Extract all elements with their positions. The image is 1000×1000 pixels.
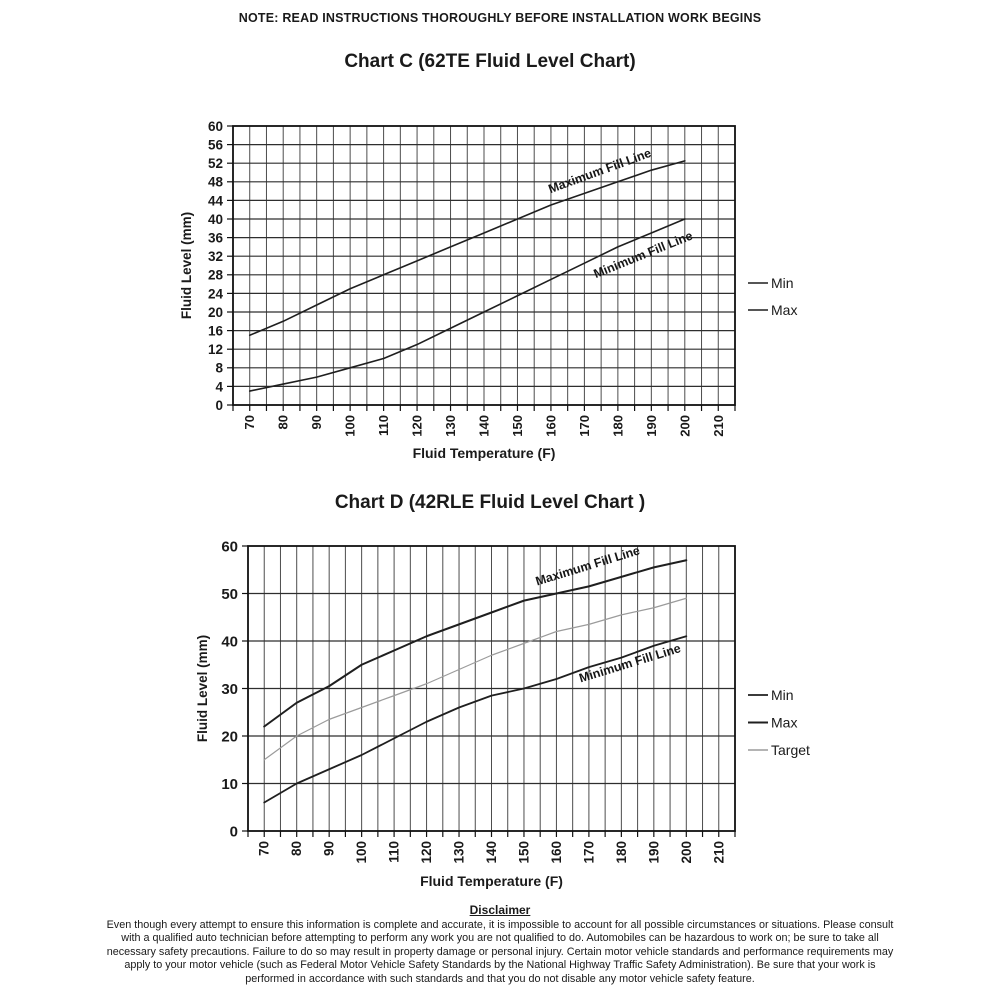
x-tick-label: 190 — [644, 415, 659, 437]
y-axis-title: Fluid Level (mm) — [195, 635, 210, 742]
x-tick-label: 90 — [322, 841, 337, 856]
y-tick-label: 44 — [208, 193, 224, 208]
x-tick-label: 150 — [510, 415, 525, 437]
x-tick-label: 140 — [477, 415, 492, 437]
y-tick-label: 0 — [230, 823, 238, 840]
x-tick-label: 140 — [484, 841, 499, 864]
y-axis-title: Fluid Level (mm) — [179, 212, 194, 319]
x-tick-label: 100 — [354, 841, 369, 864]
disclaimer-section: Disclaimer Even though every attempt to … — [0, 903, 1000, 986]
y-tick-label: 32 — [208, 249, 223, 264]
x-tick-label: 130 — [443, 415, 458, 437]
x-tick-label: 180 — [614, 841, 629, 864]
y-tick-label: 20 — [221, 728, 238, 745]
x-tick-label: 70 — [257, 841, 272, 856]
y-tick-label: 12 — [208, 342, 223, 357]
series-line-max — [248, 160, 686, 337]
x-tick-label: 110 — [387, 841, 402, 863]
x-tick-label: 150 — [516, 841, 531, 864]
x-tick-label: 80 — [289, 841, 304, 856]
x-tick-label: 160 — [543, 415, 558, 437]
y-tick-label: 20 — [208, 305, 223, 320]
chart-d-title: Chart D (42RLE Fluid Level Chart ) — [334, 492, 646, 513]
x-tick-label: 110 — [376, 415, 391, 436]
y-tick-label: 36 — [208, 230, 224, 245]
chart-d-canvas: 0 10 20 30 40 50 60 70 80 90 100 110 120 130 140 150 160… — [195, 538, 810, 889]
x-tick-label: 90 — [309, 415, 324, 429]
series-line-max — [263, 559, 688, 728]
y-tick-label: 50 — [221, 586, 238, 603]
series-line-min — [248, 218, 686, 392]
y-tick-label: 60 — [208, 119, 223, 134]
x-tick-label: 210 — [711, 841, 726, 864]
x-tick-label: 180 — [610, 415, 625, 437]
x-axis-title: Fluid Temperature (F) — [420, 873, 563, 889]
x-tick-label: 80 — [276, 415, 291, 429]
y-tick-label: 60 — [221, 538, 238, 555]
legend-label: Max — [771, 302, 797, 318]
chart-c-title: Chart C (62TE Fluid Level Chart) — [344, 51, 636, 72]
x-tick-label: 130 — [452, 841, 467, 864]
x-tick-label: 120 — [410, 415, 425, 437]
series-line-min — [263, 635, 688, 804]
x-tick-label: 70 — [242, 415, 257, 429]
x-tick-label: 190 — [646, 841, 661, 864]
legend-label: Target — [771, 742, 810, 758]
fill-line-annotation: Maximum Fill Line — [534, 543, 642, 588]
x-tick-label: 120 — [419, 841, 434, 864]
y-tick-label: 56 — [208, 137, 224, 152]
y-tick-label: 24 — [208, 286, 224, 301]
legend-label: Max — [771, 715, 797, 731]
y-tick-label: 0 — [215, 398, 223, 413]
x-tick-label: 160 — [549, 841, 564, 864]
y-tick-label: 10 — [221, 776, 238, 793]
x-tick-label: 170 — [581, 841, 596, 864]
legend-label: Min — [771, 275, 794, 291]
y-tick-label: 40 — [221, 633, 238, 650]
legend-label: Min — [771, 687, 794, 703]
y-tick-label: 52 — [208, 156, 223, 171]
x-tick-label: 170 — [577, 415, 592, 437]
y-tick-label: 4 — [215, 379, 223, 394]
y-tick-label: 8 — [215, 361, 223, 376]
y-tick-label: 40 — [208, 212, 223, 227]
y-tick-label: 16 — [208, 323, 224, 338]
x-tick-label: 210 — [711, 415, 726, 437]
disclaimer-title: Disclaimer — [469, 903, 531, 917]
x-tick-label: 100 — [343, 415, 358, 437]
y-tick-label: 28 — [208, 268, 224, 283]
y-tick-label: 30 — [221, 681, 238, 698]
installation-note: NOTE: READ INSTRUCTIONS THOROUGHLY BEFOR… — [238, 11, 762, 25]
x-tick-label: 200 — [677, 415, 692, 437]
fill-line-annotation: Minimum Fill Line — [577, 641, 682, 685]
x-axis-title: Fluid Temperature (F) — [413, 445, 556, 461]
y-tick-label: 48 — [208, 175, 224, 190]
x-tick-label: 200 — [679, 841, 694, 864]
series-line-target — [263, 597, 687, 761]
disclaimer-body: Even though every attempt to ensure this… — [106, 919, 894, 985]
